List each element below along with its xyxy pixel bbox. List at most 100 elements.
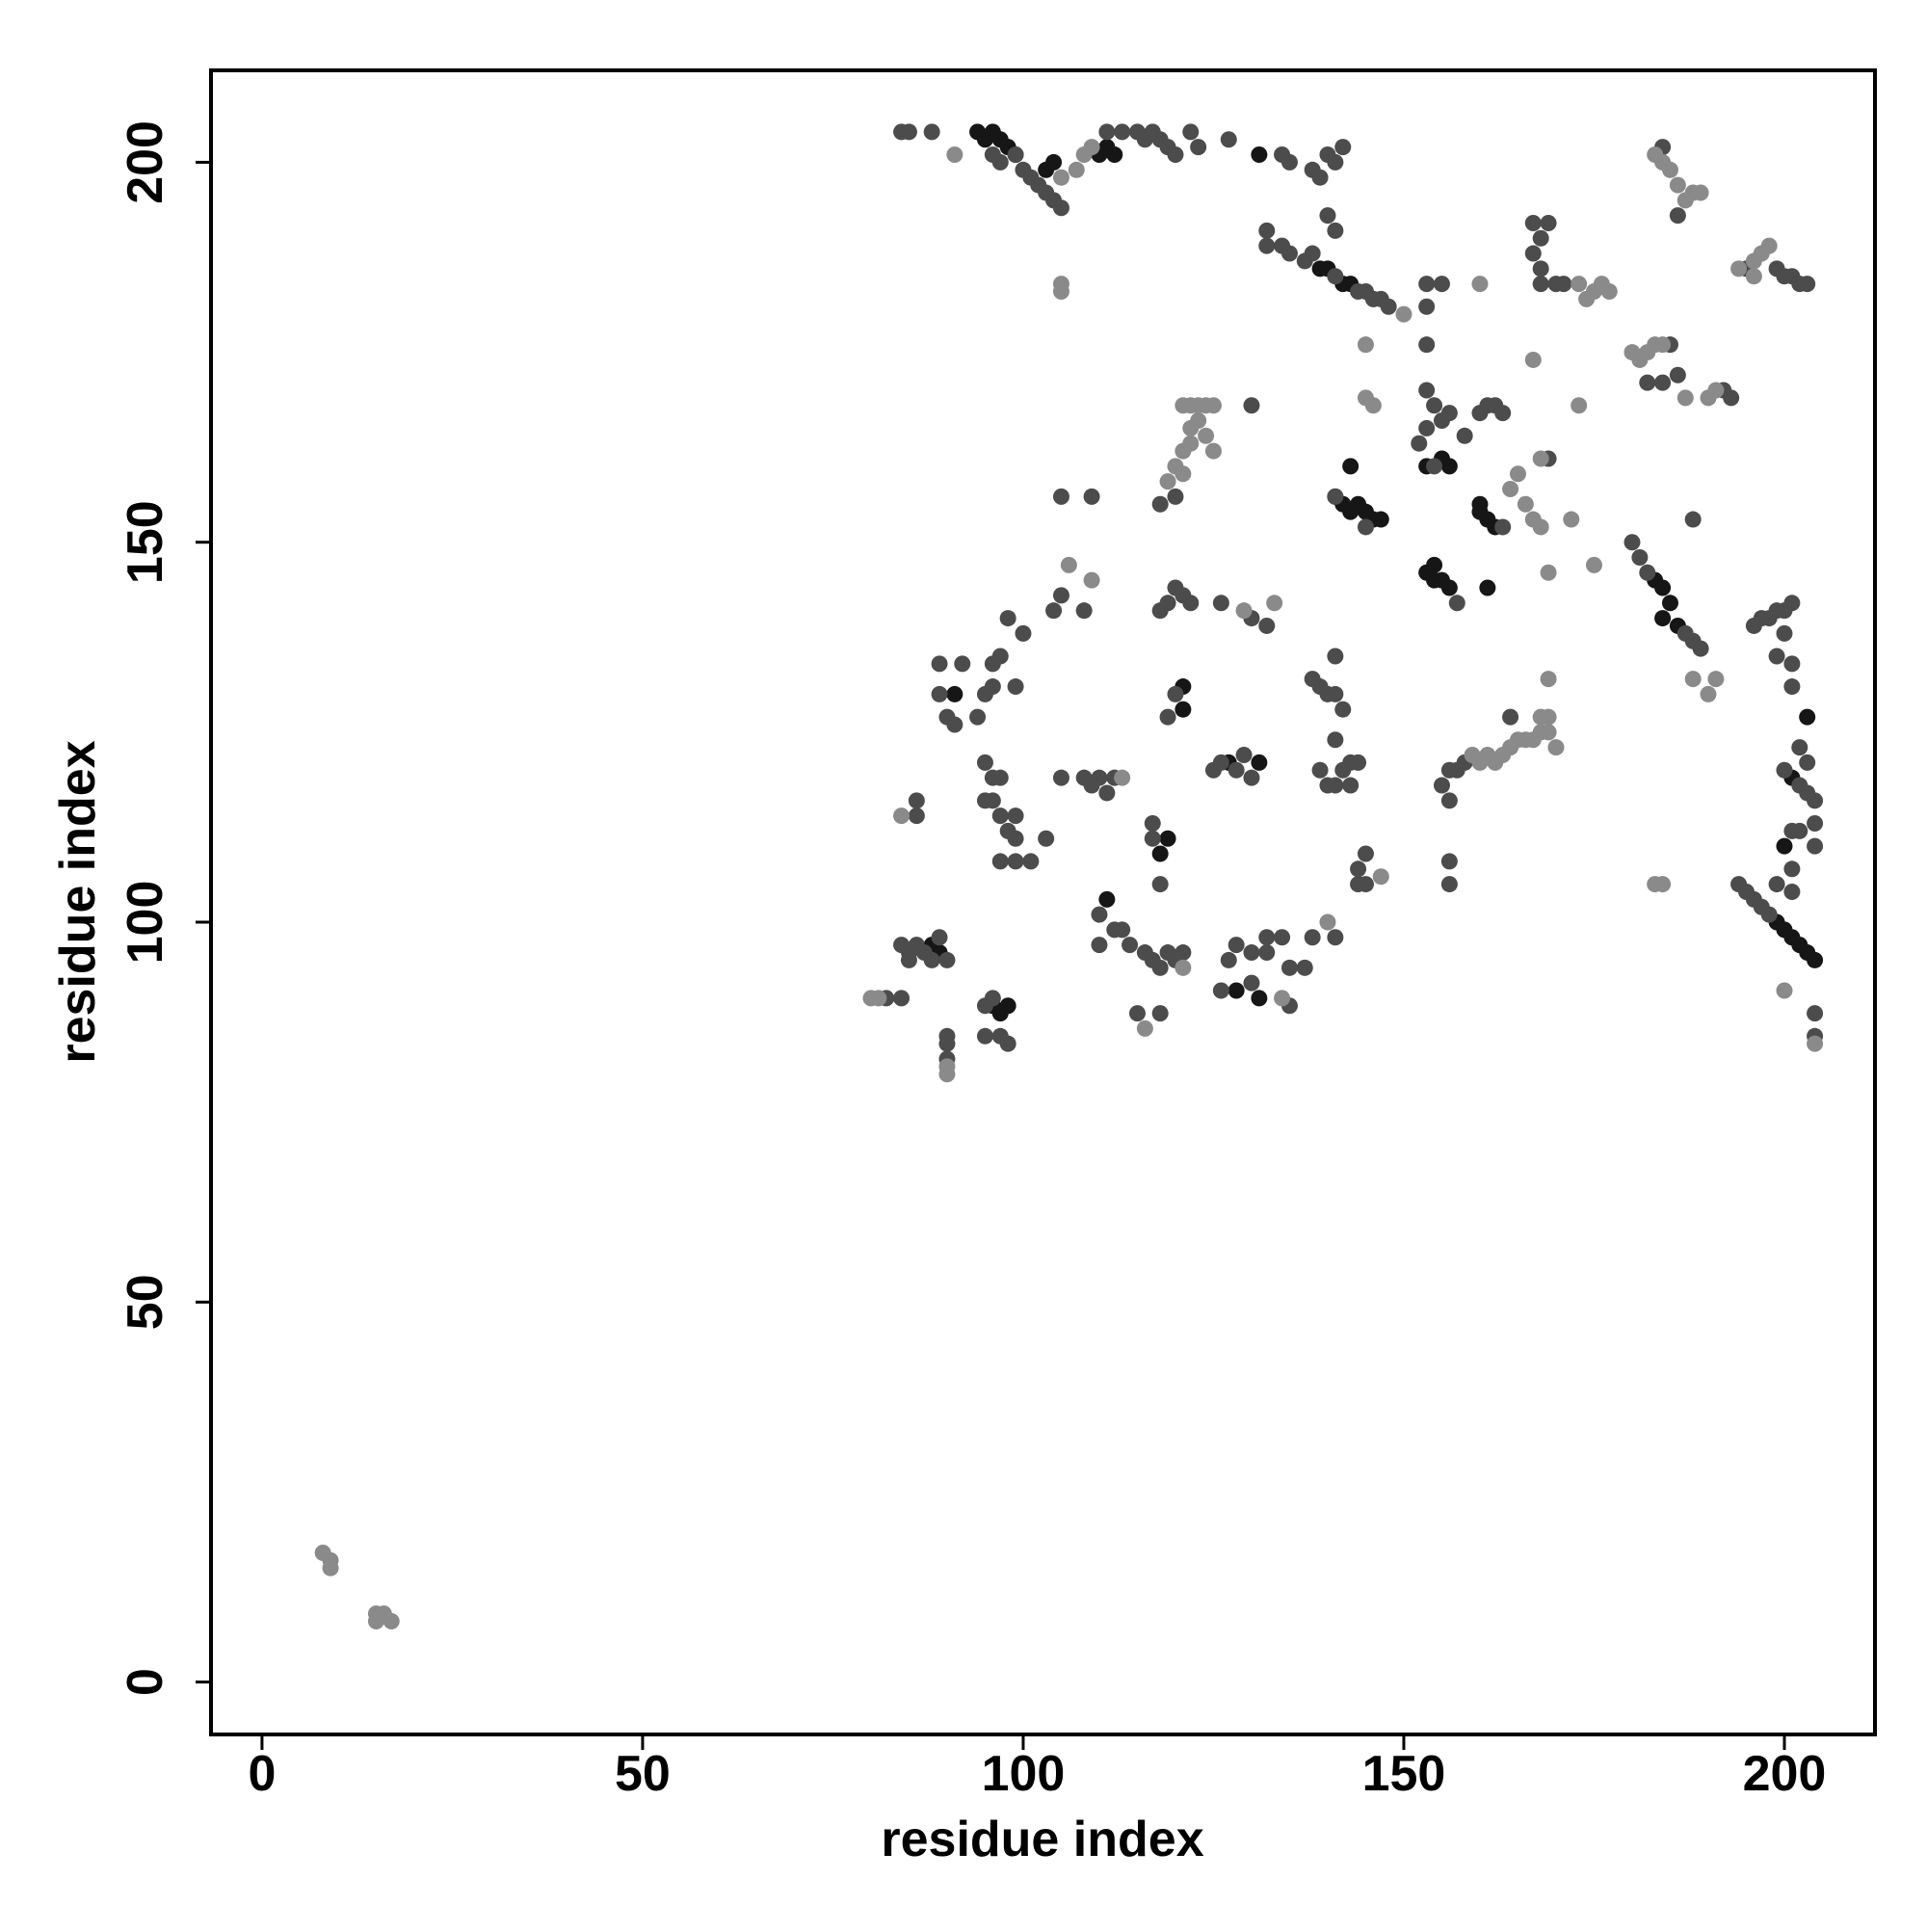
point [946, 685, 964, 702]
point [1631, 548, 1649, 566]
point [1038, 830, 1055, 847]
point [1327, 929, 1344, 946]
point [1600, 282, 1618, 300]
y-tick-label: 200 [118, 120, 173, 204]
point [1684, 511, 1702, 528]
point [1251, 990, 1268, 1007]
point [1251, 146, 1268, 164]
point [893, 807, 911, 825]
point [1015, 624, 1032, 642]
point [1418, 382, 1436, 399]
point [1235, 747, 1253, 764]
point [1327, 488, 1344, 505]
point [1418, 276, 1436, 293]
point [1357, 336, 1374, 354]
point [1220, 131, 1237, 148]
point [923, 951, 940, 968]
point [1212, 595, 1229, 612]
point [1204, 442, 1222, 460]
point [1623, 534, 1641, 551]
point [1532, 229, 1549, 247]
point [1372, 511, 1389, 528]
point [900, 951, 917, 968]
point [991, 853, 1009, 870]
point [1258, 929, 1276, 946]
point [1783, 655, 1801, 673]
x-tick-label: 150 [1362, 1746, 1446, 1802]
point [1692, 640, 1709, 657]
point [1327, 268, 1344, 285]
point [1471, 276, 1489, 293]
point [1083, 571, 1100, 589]
point [1220, 951, 1237, 968]
point [984, 678, 1001, 696]
point [1532, 518, 1549, 536]
point [1266, 595, 1283, 612]
point [1654, 579, 1672, 596]
x-axis-label: residue index [881, 1812, 1203, 1867]
point [908, 792, 925, 809]
point [870, 990, 887, 1007]
point [1426, 556, 1443, 573]
point [1227, 761, 1245, 779]
y-tick-label: 50 [118, 1274, 173, 1330]
point [1045, 602, 1063, 620]
point [1227, 937, 1245, 954]
point [1707, 671, 1725, 688]
point [1212, 754, 1229, 771]
point [1342, 777, 1359, 794]
point [1639, 564, 1656, 581]
point [1091, 937, 1108, 954]
point [1654, 610, 1672, 627]
point [322, 1559, 339, 1576]
point [1760, 906, 1778, 923]
point [931, 685, 948, 702]
point [1654, 876, 1672, 893]
point [938, 1035, 956, 1052]
point [1448, 595, 1465, 612]
point [1494, 518, 1512, 536]
point [1654, 374, 1672, 391]
point [1342, 458, 1359, 475]
point [1304, 245, 1321, 262]
point [1022, 853, 1040, 870]
point [1319, 207, 1336, 225]
point [1707, 382, 1725, 399]
point [1799, 276, 1816, 293]
point [1502, 481, 1519, 498]
point [1151, 876, 1169, 893]
point [938, 951, 956, 968]
point [991, 1005, 1009, 1022]
point [1669, 176, 1686, 194]
point [1243, 944, 1260, 962]
point [1175, 442, 1192, 460]
point [1776, 624, 1793, 642]
point [1571, 397, 1588, 414]
point [1280, 959, 1298, 976]
point [1456, 427, 1473, 444]
point [1776, 837, 1793, 855]
x-tick-label: 50 [615, 1746, 671, 1802]
point [1807, 814, 1824, 832]
point [1807, 792, 1824, 809]
point [1380, 298, 1397, 315]
point [1540, 215, 1557, 232]
point [1280, 245, 1298, 262]
point [946, 716, 964, 733]
point [1327, 777, 1344, 794]
point [1052, 769, 1069, 786]
point [1532, 260, 1549, 278]
point [1243, 769, 1260, 786]
point [1151, 1005, 1169, 1022]
point [1783, 678, 1801, 696]
point [1280, 153, 1298, 171]
point [969, 708, 987, 726]
point [1350, 754, 1367, 771]
point [383, 1613, 400, 1630]
point [1440, 853, 1458, 870]
point [1776, 982, 1793, 999]
point [1357, 876, 1374, 893]
point [1585, 556, 1602, 573]
point [1075, 602, 1093, 620]
